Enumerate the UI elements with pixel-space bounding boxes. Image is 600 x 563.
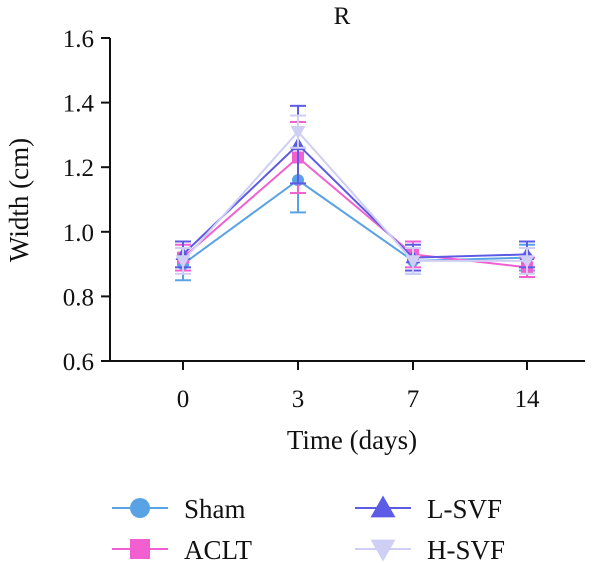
- y-tick-label: 0.6: [63, 349, 94, 376]
- data-point: [519, 255, 535, 269]
- legend-marker: [370, 495, 396, 518]
- chart-title: R: [334, 3, 351, 30]
- y-tick-label: 1.0: [63, 220, 94, 247]
- x-tick-label: 0: [177, 386, 190, 413]
- legend-marker: [130, 539, 150, 559]
- series-l-svf: [175, 104, 535, 272]
- data-point: [175, 255, 191, 269]
- legend-label: H-SVF: [427, 535, 505, 563]
- legend-item-aclt: ACLT: [112, 535, 253, 563]
- legend: Sham ACLT L-SVF H-SVF: [112, 494, 505, 563]
- y-axis: 0.6 0.8 1.0 1.2 1.4 1.6: [63, 26, 111, 376]
- y-axis-label: Width (cm): [4, 138, 34, 262]
- legend-item-l-svf: L-SVF: [355, 494, 502, 524]
- legend-marker: [130, 498, 150, 518]
- legend-item-h-svf: H-SVF: [355, 535, 505, 563]
- x-tick-label: 14: [515, 386, 541, 413]
- series-line: [182, 143, 528, 259]
- y-tick-label: 1.4: [63, 91, 95, 118]
- x-tick-label: 3: [292, 386, 305, 413]
- x-axis-label: Time (days): [287, 425, 417, 455]
- plot-area: [175, 104, 535, 282]
- y-tick-label: 1.6: [63, 26, 94, 53]
- x-axis: 0 3 7 14: [110, 360, 585, 413]
- legend-label: L-SVF: [427, 494, 502, 524]
- x-tick-label: 7: [407, 386, 420, 413]
- series-line: [182, 178, 528, 265]
- data-point: [405, 255, 421, 269]
- y-tick-label: 0.8: [63, 284, 94, 311]
- legend-label: ACLT: [184, 535, 253, 563]
- series-line: [182, 156, 528, 269]
- legend-item-sham: Sham: [112, 494, 246, 524]
- legend-marker: [370, 539, 396, 562]
- series-h-svf: [175, 114, 535, 275]
- data-point: [290, 126, 306, 140]
- series-line: [182, 130, 527, 262]
- legend-label: Sham: [184, 494, 246, 524]
- y-tick-label: 1.2: [63, 155, 94, 182]
